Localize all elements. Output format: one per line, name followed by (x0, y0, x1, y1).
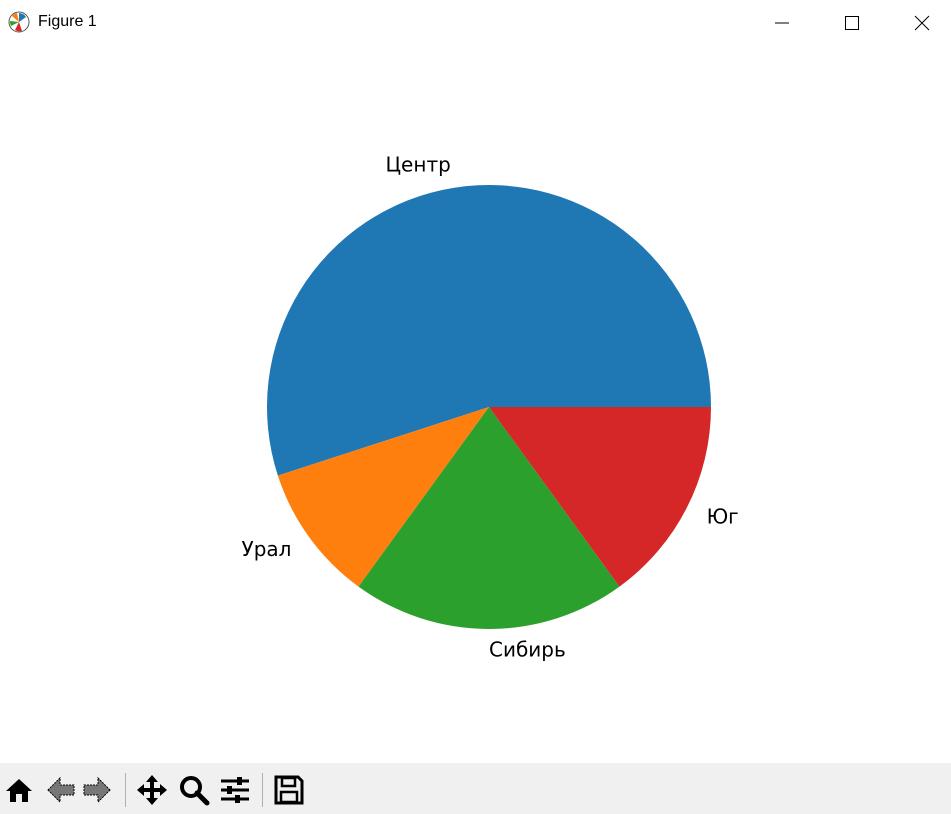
forward-button[interactable] (80, 773, 114, 807)
save-icon (274, 775, 304, 805)
maximize-button[interactable] (829, 0, 875, 45)
back-icon (47, 776, 75, 804)
zoom-icon (180, 776, 210, 806)
pie-slice-3 (489, 407, 711, 587)
maximize-icon (845, 15, 859, 30)
save-button[interactable] (272, 773, 306, 807)
pie-slice-1 (277, 407, 489, 587)
pie-label: Юг (707, 504, 739, 528)
zoom-button[interactable] (177, 773, 211, 807)
window-title: Figure 1 (38, 13, 97, 30)
pie-label: Сибирь (489, 638, 566, 662)
back-button[interactable] (44, 773, 78, 807)
figure-canvas[interactable]: Центр Урал Сибирь Юг (0, 45, 951, 763)
close-button[interactable] (899, 0, 945, 45)
configure-subplots-button[interactable] (218, 773, 252, 807)
pie-chart: Центр Урал Сибирь Юг (242, 152, 739, 662)
matplotlib-logo-icon (8, 11, 30, 33)
toolbar-separator (125, 773, 126, 807)
pie-slice-0 (267, 185, 711, 476)
title-bar: Figure 1 (0, 0, 951, 45)
toolbar-separator (262, 773, 263, 807)
home-icon (6, 779, 32, 802)
forward-icon (83, 776, 111, 804)
home-button[interactable] (2, 773, 36, 807)
pan-button[interactable] (135, 773, 169, 807)
navigation-toolbar (0, 763, 951, 814)
pie-label: Урал (242, 537, 292, 561)
configure-subplots-icon (221, 777, 249, 803)
close-icon (914, 15, 930, 30)
pie-label: Центр (386, 152, 451, 176)
minimize-icon (775, 22, 789, 23)
minimize-button[interactable] (759, 0, 805, 45)
pan-icon (137, 775, 167, 805)
pie-slice-2 (358, 407, 620, 629)
